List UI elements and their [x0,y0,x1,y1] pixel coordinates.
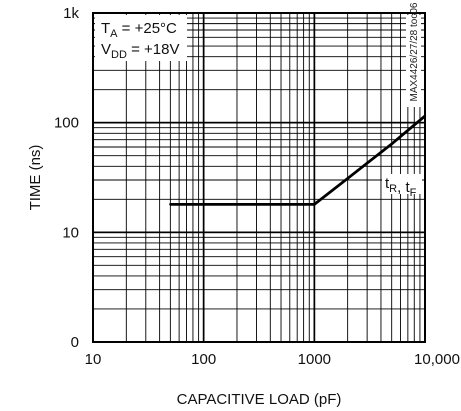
x-axis-label: CAPACITIVE LOAD (pF) [177,391,342,408]
condition-text: VDD = +18V [101,41,179,61]
plot-frame [92,12,426,343]
y-tick-label: 10 [62,224,79,241]
y-axis-label: TIME (ns) [27,145,44,211]
series-label-separator: , [397,179,405,196]
y-tick-label: 0 [71,334,79,351]
condition-subscript: DD [111,49,127,61]
y-tick-label: 100 [54,115,79,132]
x-tick-label: 100 [191,351,216,368]
series-label-main: t [385,175,390,192]
data-point [202,203,205,206]
condition-symbol: T [101,20,110,37]
data-point [279,203,283,206]
grid [92,12,426,343]
condition-symbol: V [101,41,111,58]
x-tick-label: 10 [85,351,102,368]
series-label: tR, tF [385,175,417,199]
conditions-box [95,15,187,61]
tick-labels: 0 10 100 1k 10 100 1000 10,000 CAPACITIVE LOAD (… [27,5,460,408]
data-point [169,203,172,206]
data-point [390,142,393,146]
graph-code: MAX4426/27/28 toc06 [409,2,420,101]
series-label-subscript: F [410,187,417,199]
graph-code-background [406,15,421,107]
series-label-background [382,174,422,194]
series-label-main: t [405,179,410,196]
condition-subscript: A [110,28,118,40]
condition-value: = +18V [127,41,180,58]
x-tick-label: 10,000 [414,351,460,368]
series-label-subscript: R [389,183,397,195]
data-point [313,203,316,206]
condition-text: TA = +25°C [101,20,177,40]
x-tick-label: 1000 [298,351,331,368]
y-tick-label: 1k [63,5,79,22]
condition-value: = +25°C [118,20,178,37]
data-point [346,177,349,180]
